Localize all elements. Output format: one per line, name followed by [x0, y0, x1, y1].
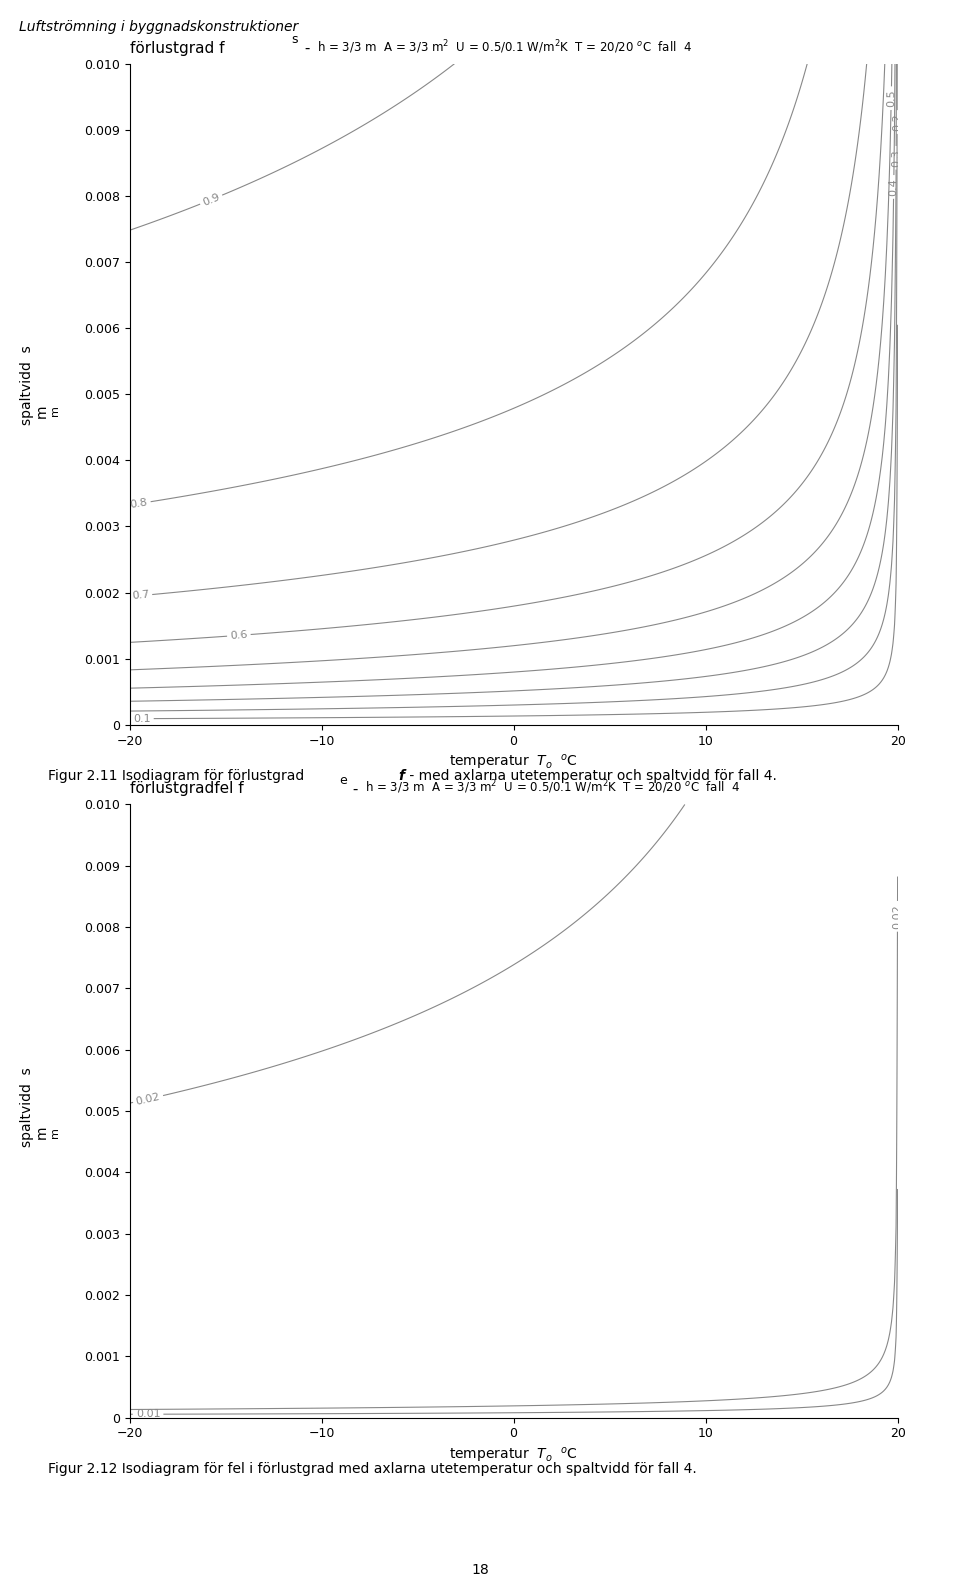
X-axis label: temperatur  $T_o$  $^o$C: temperatur $T_o$ $^o$C — [449, 753, 578, 773]
Text: m: m — [50, 406, 60, 416]
Text: m: m — [50, 1128, 60, 1137]
Text: 0.7: 0.7 — [132, 589, 150, 602]
Text: Figur 2.11 Isodiagram för förlustgrad: Figur 2.11 Isodiagram för förlustgrad — [48, 769, 308, 784]
Text: h = 3/3 m  A = 3/3 m$^2$  U = 0.5/0.1 W/m$^2$K  T = 20/20 $^o$C  fall  4: h = 3/3 m A = 3/3 m$^2$ U = 0.5/0.1 W/m$… — [317, 38, 692, 56]
Text: s: s — [291, 33, 298, 46]
Text: 0.02: 0.02 — [135, 1091, 161, 1107]
Text: 18: 18 — [471, 1563, 489, 1577]
Text: m: m — [36, 405, 49, 417]
Text: 0.4: 0.4 — [889, 178, 899, 196]
Text: f: f — [398, 769, 404, 784]
Text: 0.5: 0.5 — [886, 89, 897, 107]
Text: 0.2: 0.2 — [892, 113, 902, 131]
Text: 0.1: 0.1 — [133, 714, 151, 723]
Text: 0.6: 0.6 — [229, 629, 248, 640]
Text: 0.8: 0.8 — [130, 497, 149, 510]
Text: 0.9: 0.9 — [201, 191, 221, 207]
Text: Figur 2.12 Isodiagram för fel i förlustgrad med axlarna utetemperatur och spaltv: Figur 2.12 Isodiagram för fel i förlustg… — [48, 1462, 697, 1477]
Text: -: - — [300, 41, 311, 56]
Text: Luftströmning i byggnadskonstruktioner: Luftströmning i byggnadskonstruktioner — [19, 19, 299, 33]
X-axis label: temperatur  $T_o$  $^o$C: temperatur $T_o$ $^o$C — [449, 1446, 578, 1466]
Text: - med axlarna utetemperatur och spaltvidd för fall 4.: - med axlarna utetemperatur och spaltvid… — [405, 769, 777, 784]
Text: spaltvidd  s: spaltvidd s — [20, 346, 34, 425]
Text: -: - — [348, 782, 359, 796]
Text: spaltvidd  s: spaltvidd s — [20, 1067, 34, 1147]
Text: förlustgrad f: förlustgrad f — [130, 41, 224, 56]
Text: förlustgradfel f: förlustgradfel f — [130, 782, 243, 796]
Text: m: m — [36, 1126, 49, 1139]
Text: 0.3: 0.3 — [891, 150, 901, 167]
Text: 0.02: 0.02 — [893, 903, 902, 929]
Text: h = 3/3 m  A = 3/3 m$^2$  U = 0.5/0.1 W/m$^2$K  T = 20/20 $^o$C  fall  4: h = 3/3 m A = 3/3 m$^2$ U = 0.5/0.1 W/m$… — [365, 779, 740, 796]
Text: e: e — [339, 774, 347, 787]
Text: 0.01: 0.01 — [135, 1410, 160, 1419]
